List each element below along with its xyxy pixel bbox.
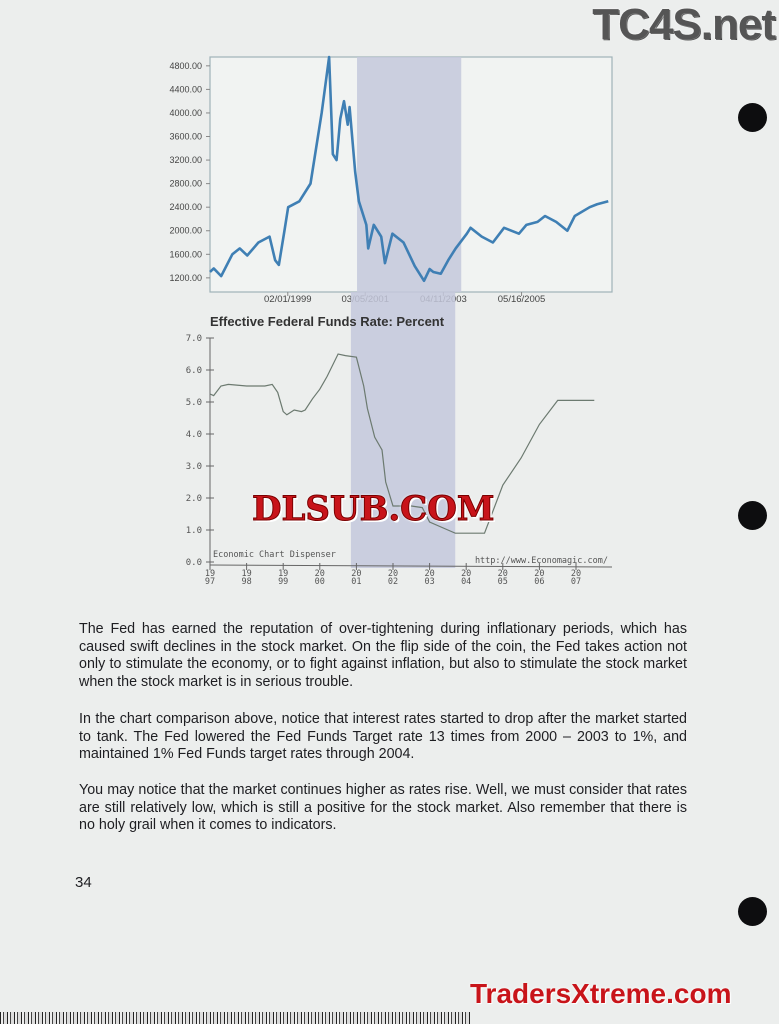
x-tick-label: 98 <box>241 577 251 587</box>
y-tick-label: 2400.00 <box>169 202 202 212</box>
y-tick-label: 1200.00 <box>169 273 202 283</box>
chart-source-url: http://www.Economagic.com/ <box>475 556 608 566</box>
y-tick-label: 1600.00 <box>169 249 202 259</box>
x-tick-label: 03 <box>424 577 434 587</box>
binder-hole <box>738 897 767 926</box>
y-tick-label: 5.0 <box>186 398 202 408</box>
charts: 1200.00 1600.00 2000.00 2400.00 2800.00 3200.… <box>169 55 613 587</box>
y-tick-label: 3200.00 <box>169 155 202 165</box>
x-axis <box>209 564 613 568</box>
y-tick-label: 4800.00 <box>169 61 202 71</box>
x-tick-label: 04 <box>461 577 471 587</box>
watermark-logo: TC4S.net <box>592 0 776 49</box>
x-tick-label: 01 <box>351 577 361 587</box>
x-tick-label: 05 <box>498 577 508 587</box>
x-tick-label: 00 <box>315 577 325 587</box>
y-tick-label: 1.0 <box>186 526 202 536</box>
chart-title: Effective Federal Funds Rate: Percent <box>210 314 445 329</box>
binder-hole <box>738 103 767 132</box>
y-tick-label: 2.0 <box>186 494 202 504</box>
y-tick-label: 4400.00 <box>169 84 202 94</box>
x-tick-label: 02/01/1999 <box>264 294 312 305</box>
x-tick-label: 97 <box>205 577 215 587</box>
x-tick-label: 05/16/2005 <box>498 294 546 305</box>
series-line <box>209 353 595 534</box>
binder-hole <box>738 501 767 530</box>
paragraph: You may notice that the market continues… <box>79 782 687 833</box>
shaded-period <box>350 292 456 568</box>
watermark-logo: TradersXtreme.com <box>470 978 732 1009</box>
x-tick-label: 20 <box>461 569 471 579</box>
x-tick-label: 06 <box>534 577 544 587</box>
x-tick-label: 19 <box>205 569 215 579</box>
y-tick-label: 3.0 <box>186 462 202 472</box>
x-tick-label: 19 <box>241 569 251 579</box>
y-tick-label: 4.0 <box>186 430 202 440</box>
x-tick-label: 02 <box>388 577 398 587</box>
paragraph: The Fed has earned the reputation of ove… <box>79 621 687 690</box>
x-tick-label: 20 <box>498 569 508 579</box>
y-tick-label: 2000.00 <box>169 226 202 236</box>
x-tick-label: 99 <box>278 577 288 587</box>
y-tick-label: 7.0 <box>186 334 202 344</box>
y-tick-label: 2800.00 <box>169 179 202 189</box>
scan-edge <box>0 1012 470 1024</box>
x-tick-label: 20 <box>388 569 398 579</box>
watermark-logo: DLSUB.COM <box>251 489 495 530</box>
x-tick-label: 19 <box>278 569 288 579</box>
y-tick-label: 4000.00 <box>169 108 202 118</box>
paragraph: In the chart comparison above, notice th… <box>79 711 687 762</box>
x-tick-label: 20 <box>534 569 544 579</box>
page-number: 34 <box>75 874 92 891</box>
series-line <box>209 55 609 283</box>
chart-source-label: Economic Chart Dispenser <box>213 550 336 560</box>
y-tick-label: 0.0 <box>186 558 202 568</box>
x-tick-label: 07 <box>571 577 581 587</box>
x-tick-label: 20 <box>424 569 434 579</box>
y-tick-label: 6.0 <box>186 366 202 376</box>
x-tick-label: 20 <box>315 569 325 579</box>
y-tick-label: 3600.00 <box>169 132 202 142</box>
x-tick-label: 20 <box>571 569 581 579</box>
x-tick-label: 20 <box>351 569 361 579</box>
